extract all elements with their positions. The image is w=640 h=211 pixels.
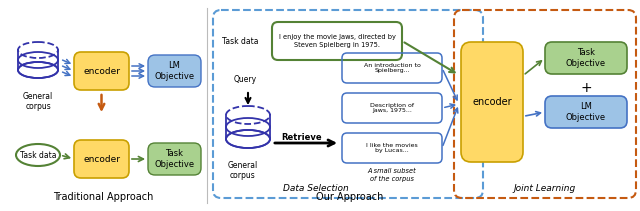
FancyBboxPatch shape xyxy=(545,42,627,74)
Text: Task
Objective: Task Objective xyxy=(154,149,195,169)
FancyBboxPatch shape xyxy=(74,52,129,90)
Text: LM
Objective: LM Objective xyxy=(566,102,606,122)
FancyBboxPatch shape xyxy=(461,42,523,162)
Ellipse shape xyxy=(226,130,270,148)
Text: Query: Query xyxy=(234,76,257,84)
Text: General
corpus: General corpus xyxy=(228,161,258,180)
FancyBboxPatch shape xyxy=(148,143,201,175)
Ellipse shape xyxy=(18,62,58,78)
Text: Traditional Approach: Traditional Approach xyxy=(53,192,153,202)
Text: I enjoy the movie Jaws, directed by
Steven Spielberg in 1975.: I enjoy the movie Jaws, directed by Stev… xyxy=(278,35,396,47)
FancyBboxPatch shape xyxy=(148,55,201,87)
Text: Our Approach: Our Approach xyxy=(316,192,384,202)
FancyBboxPatch shape xyxy=(74,140,129,178)
Text: +: + xyxy=(580,81,592,95)
Text: I like the movies
by Lucas...: I like the movies by Lucas... xyxy=(366,143,418,153)
Text: Description of
Jaws, 1975...: Description of Jaws, 1975... xyxy=(370,103,414,113)
Text: An introduction to
Spielberg...: An introduction to Spielberg... xyxy=(364,63,420,73)
Text: encoder: encoder xyxy=(83,154,120,164)
Text: Task
Objective: Task Objective xyxy=(566,48,606,68)
Text: Data Selection: Data Selection xyxy=(283,184,348,193)
FancyBboxPatch shape xyxy=(545,96,627,128)
Text: encoder: encoder xyxy=(472,97,512,107)
Text: Retrieve: Retrieve xyxy=(282,134,323,142)
Text: Task data: Task data xyxy=(20,150,56,160)
Text: General
corpus: General corpus xyxy=(23,92,53,111)
Text: LM
Objective: LM Objective xyxy=(154,61,195,81)
Text: A small subset
of the corpus: A small subset of the corpus xyxy=(367,168,417,182)
Text: encoder: encoder xyxy=(83,66,120,76)
Text: Task data: Task data xyxy=(222,38,259,46)
Text: Joint Learning: Joint Learning xyxy=(514,184,576,193)
